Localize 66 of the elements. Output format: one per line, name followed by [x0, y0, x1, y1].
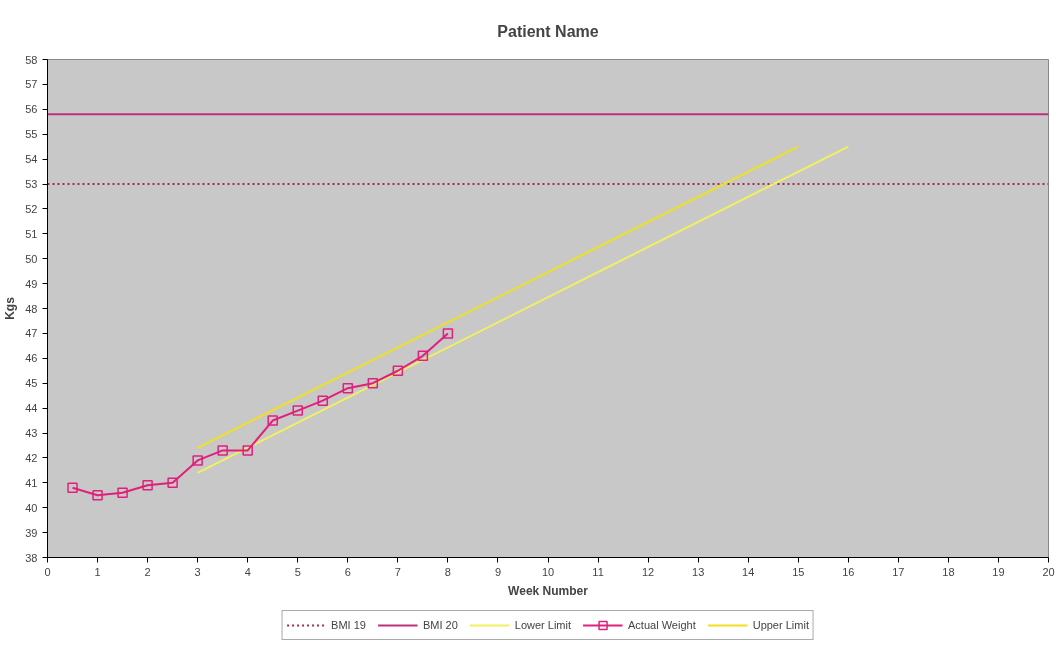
x-tick-label: 19 — [992, 565, 1005, 578]
x-tick-label: 5 — [294, 565, 301, 578]
y-tick-label: 55 — [25, 128, 38, 141]
y-tick-label: 45 — [25, 377, 38, 390]
y-tick-label: 42 — [25, 451, 38, 464]
x-tick-label: 2 — [144, 565, 151, 578]
point — [92, 490, 103, 501]
chart-title: Patient Name — [497, 22, 599, 40]
point — [117, 487, 128, 499]
legend-label: Upper Limit — [752, 619, 809, 631]
y-tick-label: 53 — [25, 178, 38, 190]
x-tick-label: 1 — [94, 565, 101, 578]
point — [142, 480, 153, 491]
y-tick-label: 43 — [25, 427, 38, 439]
y-tick-label: 44 — [25, 402, 38, 415]
x-tick-label: 7 — [394, 565, 401, 578]
y-tick-label: 41 — [25, 476, 38, 489]
y-tick-label: 58 — [25, 53, 38, 66]
y-tick-label: 50 — [25, 252, 38, 265]
legend-label: BMI 19 — [331, 619, 366, 631]
point — [417, 350, 429, 362]
x-tick-label: 6 — [344, 565, 351, 578]
x-tick-label: 14 — [742, 565, 755, 578]
point — [267, 415, 278, 426]
point — [167, 477, 178, 489]
y-tick-label: 51 — [25, 227, 38, 240]
y-tick-label: 52 — [25, 202, 38, 215]
x-tick-label: 10 — [541, 565, 555, 578]
y-tick-label: 49 — [25, 277, 38, 290]
y-tick-label: 38 — [25, 551, 38, 564]
x-tick-label: 16 — [842, 565, 855, 578]
y-tick-label: 47 — [25, 327, 38, 340]
x-tick-label: 8 — [444, 565, 451, 578]
x-tick-label: 13 — [692, 565, 705, 578]
point — [442, 328, 454, 339]
point — [67, 482, 78, 494]
y-tick-label: 46 — [25, 352, 38, 365]
point — [192, 455, 203, 466]
x-tick-label: 3 — [194, 565, 201, 578]
x-tick-label: 4 — [244, 565, 251, 578]
x-tick-label: 9 — [494, 565, 502, 578]
x-axis-title: Week Number — [508, 583, 589, 598]
legend-label: Actual Weight — [628, 619, 696, 631]
x-tick-label: 17 — [892, 565, 905, 578]
x-tick-label: 0 — [44, 565, 51, 578]
x-tick-label: 12 — [641, 565, 655, 578]
legend-label: BMI 20 — [422, 619, 458, 631]
x-tick-label: 15 — [792, 565, 805, 578]
point — [317, 395, 329, 406]
point — [217, 445, 228, 456]
y-axis-title: Kgs — [3, 296, 18, 320]
point — [342, 382, 354, 394]
y-tick-label: 57 — [25, 78, 38, 91]
x-tick-label: 18 — [942, 565, 955, 578]
point — [292, 405, 303, 416]
point — [392, 365, 404, 376]
y-tick-label: 40 — [25, 501, 38, 514]
point — [242, 445, 253, 456]
point — [367, 377, 379, 389]
y-tick-label: 39 — [25, 526, 38, 539]
y-tick-label: 56 — [25, 103, 38, 116]
y-tick-label: 48 — [25, 302, 38, 315]
legend-label: Lower Limit — [514, 619, 572, 631]
x-tick-label: 11 — [592, 565, 604, 578]
x-tick-label: 20 — [1042, 565, 1055, 578]
y-tick-label: 54 — [25, 153, 38, 166]
